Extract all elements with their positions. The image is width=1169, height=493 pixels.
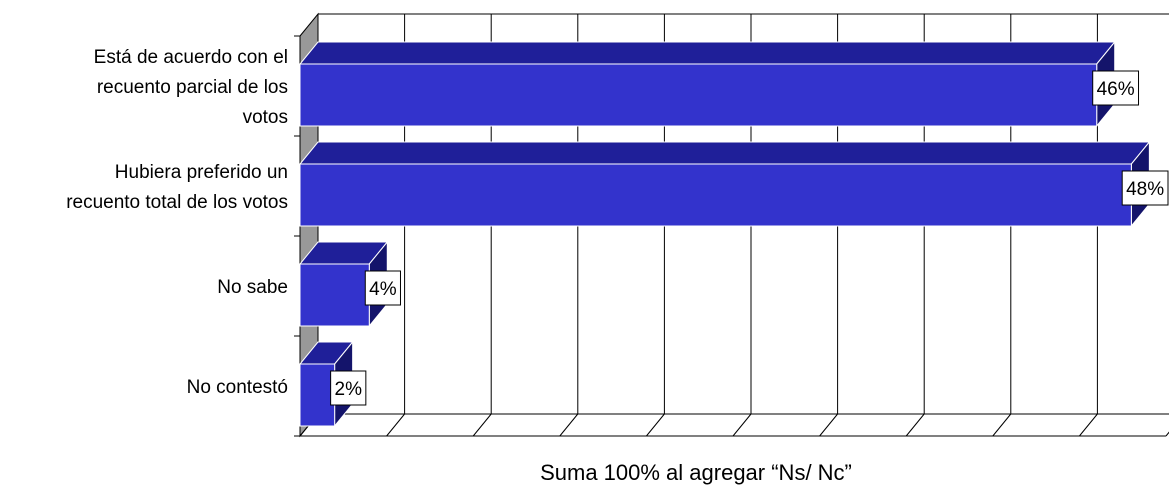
category-label: No sabe xyxy=(217,277,288,298)
bar-front-face xyxy=(299,163,1132,227)
data-label: 2% xyxy=(330,370,367,406)
category-label-line: recuento parcial de los xyxy=(97,77,288,98)
data-labels: 46% 48% 4% 2% xyxy=(330,70,1169,406)
category-label: Está de acuerdo con el recuento parcial d… xyxy=(94,47,288,128)
category-label-line: Está de acuerdo con el xyxy=(94,47,288,68)
category-label-line: recuento total de los votos xyxy=(66,192,288,213)
floor-gridline xyxy=(559,413,579,437)
category-label-line: No sabe xyxy=(217,277,288,298)
bar-top-face xyxy=(298,41,1116,65)
data-label-box xyxy=(330,370,367,406)
data-label-box xyxy=(1121,170,1169,206)
bar-top-face xyxy=(298,141,1151,165)
category-label: No contestó xyxy=(187,377,288,398)
category-labels: Está de acuerdo con el recuento parcial d… xyxy=(66,47,288,398)
category-label: Hubiera preferido un recuento total de lo… xyxy=(66,162,288,213)
category-label-line: Hubiera preferido un xyxy=(115,162,288,183)
category-label-line: No contestó xyxy=(187,377,288,398)
bars xyxy=(298,40,1151,428)
bar-front-face xyxy=(299,363,336,427)
data-label-box xyxy=(1092,70,1140,106)
bar xyxy=(298,40,1116,128)
floor-gridline xyxy=(472,413,492,437)
floor-gridline xyxy=(646,413,665,437)
bar xyxy=(298,340,354,428)
data-label: 48% xyxy=(1121,170,1169,206)
data-label-box xyxy=(364,270,401,306)
bar-front-face xyxy=(299,63,1098,127)
data-label: 4% xyxy=(364,270,401,306)
data-label-text: 4% xyxy=(369,279,397,300)
bar xyxy=(298,140,1151,228)
data-label: 46% xyxy=(1092,70,1140,106)
data-label-text: 48% xyxy=(1126,179,1164,200)
bar-front-face xyxy=(299,263,370,327)
floor-gridline xyxy=(992,413,1012,437)
chart-footnote: Suma 100% al agregar “Ns/ Nc” xyxy=(540,460,852,485)
floor-gridline xyxy=(905,413,925,437)
category-label-line: votos xyxy=(243,107,288,128)
floor-gridline xyxy=(732,413,752,437)
floor-gridline xyxy=(386,413,405,437)
floor-gridline xyxy=(819,413,838,437)
data-label-text: 2% xyxy=(335,379,363,400)
floor-gridline xyxy=(1079,413,1098,437)
data-label-text: 46% xyxy=(1097,79,1135,100)
